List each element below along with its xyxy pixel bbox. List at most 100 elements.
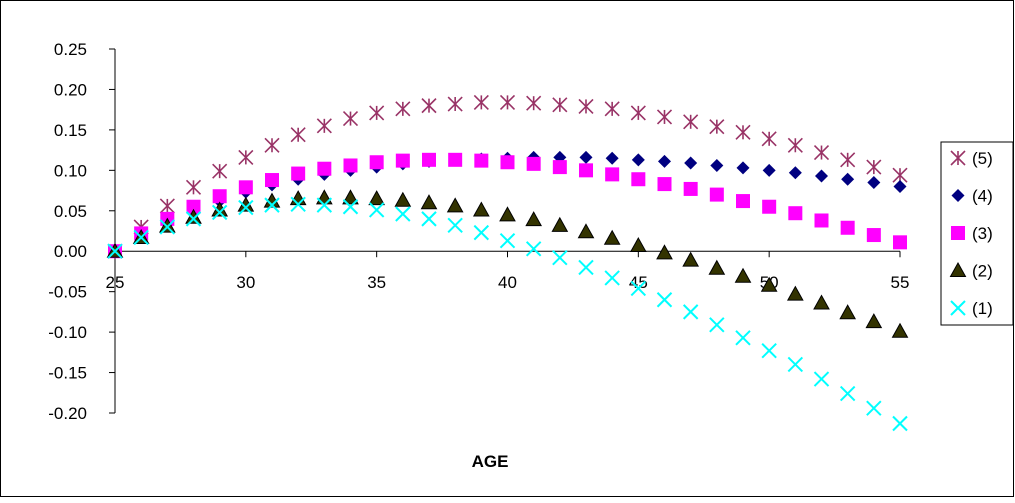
data-point bbox=[421, 98, 437, 114]
data-point bbox=[840, 220, 855, 235]
y-tick-label: 0.10 bbox=[54, 161, 87, 180]
data-point bbox=[630, 280, 647, 297]
data-point bbox=[448, 152, 463, 167]
data-point bbox=[264, 197, 280, 213]
data-point bbox=[526, 95, 542, 111]
data-point bbox=[709, 317, 725, 333]
data-point bbox=[656, 109, 673, 125]
data-point bbox=[447, 96, 463, 112]
data-point bbox=[238, 180, 253, 195]
data-point bbox=[866, 400, 882, 416]
data-point bbox=[786, 285, 804, 301]
data-point bbox=[604, 101, 620, 117]
data-point bbox=[891, 322, 909, 338]
data-point bbox=[684, 156, 698, 170]
data-point bbox=[238, 199, 254, 216]
legend-marker bbox=[949, 261, 967, 277]
data-point bbox=[291, 166, 306, 181]
axes: 0.25 0.20 0.15 0.10 0.05 0.00 -0.05 -0.10 -0.15 -… bbox=[48, 40, 909, 423]
x-tick-label: 55 bbox=[891, 273, 910, 292]
data-point bbox=[892, 167, 908, 183]
data-point bbox=[734, 267, 752, 283]
legend-label: (4) bbox=[972, 187, 993, 206]
y-tick-label: 0.20 bbox=[54, 80, 87, 99]
data-point bbox=[709, 187, 724, 202]
data-point bbox=[892, 415, 908, 432]
data-point bbox=[342, 110, 359, 127]
data-point bbox=[682, 251, 700, 267]
data-point bbox=[788, 166, 802, 180]
legend-label: (1) bbox=[972, 299, 993, 318]
x-tick-label: 25 bbox=[106, 273, 125, 292]
series-5 bbox=[107, 94, 908, 259]
data-point bbox=[762, 199, 777, 214]
data-point bbox=[525, 241, 542, 257]
data-point bbox=[369, 105, 385, 121]
data-point bbox=[736, 161, 750, 175]
data-point bbox=[683, 114, 699, 130]
data-point bbox=[814, 213, 829, 228]
data-point bbox=[212, 163, 228, 179]
data-point bbox=[893, 180, 907, 194]
data-point bbox=[841, 172, 855, 186]
data-point bbox=[316, 118, 332, 134]
data-point bbox=[656, 292, 673, 308]
data-point bbox=[579, 163, 593, 178]
data-point bbox=[472, 201, 490, 217]
data-point bbox=[185, 211, 202, 227]
legend-label: (2) bbox=[972, 262, 993, 281]
data-point bbox=[657, 177, 672, 192]
data-point bbox=[656, 244, 673, 260]
data-point bbox=[526, 156, 541, 171]
data-point bbox=[552, 97, 568, 113]
data-point bbox=[683, 181, 698, 196]
data-point bbox=[708, 259, 726, 275]
data-point bbox=[762, 163, 776, 177]
data-point bbox=[552, 249, 568, 266]
data-point bbox=[577, 223, 595, 239]
data-point bbox=[395, 206, 411, 222]
y-tick-label: 0.00 bbox=[54, 242, 87, 261]
data-point bbox=[290, 196, 306, 213]
legend: (5) (4) (3) (2) (1) bbox=[940, 141, 1014, 326]
data-point bbox=[368, 202, 385, 218]
data-point bbox=[603, 229, 621, 245]
series-1 bbox=[107, 196, 908, 432]
data-point bbox=[473, 94, 489, 110]
data-point bbox=[631, 172, 646, 187]
data-point bbox=[159, 198, 175, 214]
data-point bbox=[395, 153, 410, 168]
data-point bbox=[422, 152, 436, 167]
data-point bbox=[631, 153, 645, 167]
data-point bbox=[499, 206, 516, 222]
data-point bbox=[158, 217, 176, 233]
data-point bbox=[446, 197, 464, 213]
data-point bbox=[420, 194, 438, 210]
data-point bbox=[107, 243, 123, 259]
data-point bbox=[893, 235, 907, 250]
data-point bbox=[735, 330, 751, 346]
data-point bbox=[473, 224, 490, 241]
data-point bbox=[813, 371, 830, 387]
data-point bbox=[186, 199, 201, 214]
data-point bbox=[421, 211, 437, 227]
y-tick-label: -0.15 bbox=[48, 364, 87, 383]
data-point bbox=[499, 94, 516, 110]
y-tick-label: -0.20 bbox=[48, 404, 87, 423]
y-tick-label: 0.15 bbox=[54, 121, 87, 140]
data-point bbox=[265, 173, 279, 188]
data-point bbox=[736, 194, 750, 209]
legend-label: (3) bbox=[972, 224, 993, 243]
data-point bbox=[605, 151, 619, 165]
data-point bbox=[552, 160, 567, 175]
data-point bbox=[735, 124, 751, 140]
data-point bbox=[788, 206, 803, 221]
y-tick-label: -0.05 bbox=[48, 283, 87, 302]
data-point bbox=[342, 199, 359, 215]
data-point bbox=[395, 101, 411, 117]
data-point bbox=[866, 228, 881, 243]
data-point bbox=[185, 179, 202, 195]
legend-marker bbox=[951, 189, 965, 202]
